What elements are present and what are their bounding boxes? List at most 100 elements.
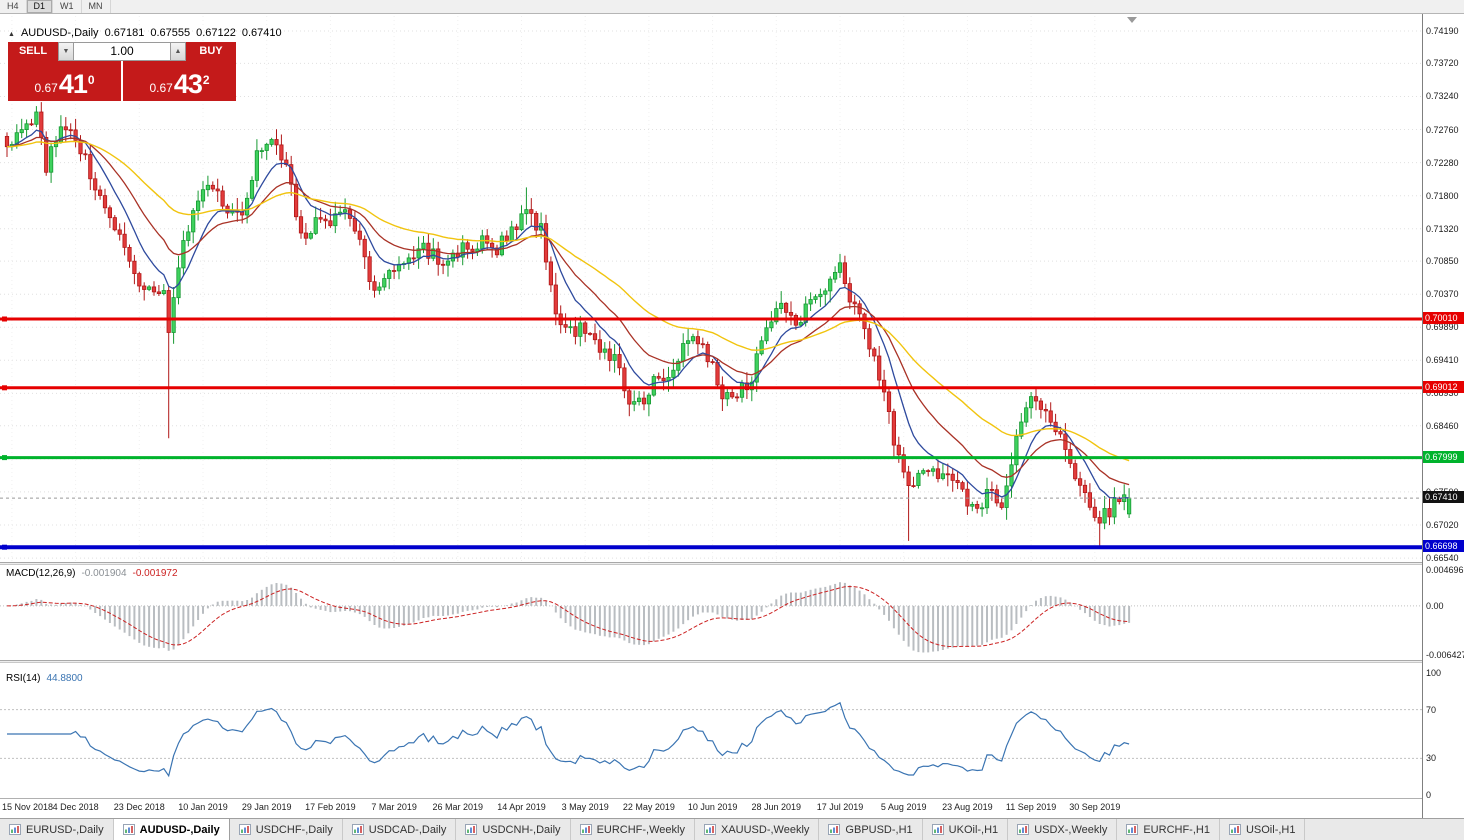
chart-plot-area[interactable]: 15 Nov 2018 4 Dec 2018 23 Dec 2018 10 Jan 2… <box>0 14 1422 818</box>
chart-tab[interactable]: AUDUSD-,Daily <box>113 819 230 840</box>
chart-tab[interactable]: USDCNH-,Daily <box>456 819 571 840</box>
candle-up <box>146 286 152 290</box>
panel-splitter-rsi[interactable] <box>0 660 1422 663</box>
date-label: 26 Mar 2019 <box>432 802 484 812</box>
level-line-handle[interactable] <box>2 455 7 461</box>
candle-down <box>950 473 955 481</box>
candle-up <box>171 297 176 333</box>
tab-label: EURCHF-,H1 <box>1143 823 1210 836</box>
candle-down <box>891 411 897 446</box>
candle-up <box>205 184 210 191</box>
date-label: 22 May 2019 <box>622 802 675 812</box>
price-tick-label: 0.72280 <box>1426 157 1459 168</box>
candle-up <box>681 343 686 362</box>
price-tick-label: 0.74190 <box>1426 26 1459 36</box>
chart-tab[interactable]: USDCAD-,Daily <box>342 819 457 840</box>
chart-tab[interactable]: USDX-,Weekly <box>1008 819 1118 840</box>
main-price-chart[interactable] <box>0 16 1422 562</box>
chart-tab[interactable]: UKOil-,H1 <box>922 819 1009 840</box>
candle-up <box>186 231 191 241</box>
ohlc-open: 0.67181 <box>104 27 145 39</box>
rsi-line <box>7 701 1130 778</box>
chart-tab[interactable]: EURCHF-,Weekly <box>570 819 695 840</box>
period-toolbar: H4 D1 W1 MN <box>0 0 1464 14</box>
candle-down <box>627 390 632 405</box>
date-label: 11 Sep 2019 <box>1005 802 1057 812</box>
price-tick-label: 0.71320 <box>1426 223 1459 234</box>
candle-down <box>886 391 892 412</box>
candle-up <box>421 242 426 250</box>
period-button-w1[interactable]: W1 <box>53 0 82 13</box>
candle-up <box>382 278 387 288</box>
level-line-handle[interactable] <box>2 544 7 550</box>
candle-up <box>779 302 784 309</box>
one-click-collapse-icon[interactable]: ▲ <box>8 31 15 38</box>
macd-main-value: -0.001904 <box>81 568 127 579</box>
candle-down <box>607 348 612 361</box>
candle-up <box>49 146 54 173</box>
candle-up <box>269 139 274 145</box>
ask-price-pipette: 2 <box>202 73 210 87</box>
candle-down <box>911 485 916 488</box>
candle-down <box>715 361 720 386</box>
period-button-mn[interactable]: MN <box>82 0 111 13</box>
candle-down <box>142 285 147 290</box>
level-price-tag: 0.69012 <box>1423 380 1464 393</box>
level-line-handle[interactable] <box>2 385 7 391</box>
chart-tab[interactable]: EURUSD-,Daily <box>0 819 114 840</box>
candle-down <box>372 281 377 291</box>
bid-price-panel[interactable]: 0.67 41 0 <box>8 61 121 101</box>
panel-splitter-macd[interactable] <box>0 562 1422 565</box>
date-label: 17 Feb 2019 <box>305 802 356 812</box>
chart-icon <box>238 824 251 835</box>
candle-down <box>1082 484 1088 493</box>
candle-down <box>877 355 882 381</box>
candle-down <box>293 183 299 218</box>
candle-down <box>112 217 117 231</box>
candle-up <box>176 267 181 299</box>
macd-indicator-panel[interactable] <box>0 565 1422 660</box>
price-tick-label: 0.73240 <box>1426 91 1459 102</box>
candle-down <box>411 257 416 260</box>
candle-up <box>769 321 774 329</box>
candles-layer <box>4 102 1132 548</box>
candle-down <box>156 291 161 294</box>
sell-button[interactable]: SELL <box>8 42 58 61</box>
period-button-d1[interactable]: D1 <box>26 0 54 13</box>
candle-up <box>254 150 259 181</box>
period-button-h4[interactable]: H4 <box>0 0 27 13</box>
candle-down <box>1033 396 1039 402</box>
candle-up <box>749 381 754 391</box>
candle-up <box>264 143 269 151</box>
candle-down <box>132 260 137 274</box>
chart-tab[interactable]: USDCHF-,Daily <box>229 819 343 840</box>
candle-down <box>362 238 367 258</box>
price-axis[interactable]: 0.74190 0.73720 0.73240 0.72760 0.72280 0.718… <box>1422 14 1464 818</box>
chart-tab[interactable]: EURCHF-,H1 <box>1117 819 1220 840</box>
rsi-indicator-panel[interactable] <box>0 663 1422 798</box>
rsi-name: RSI(14) <box>6 673 41 684</box>
chart-tab[interactable]: GBPUSD-,H1 <box>819 819 923 840</box>
volume-increase-button[interactable]: ▲ <box>170 42 186 61</box>
candle-up <box>676 360 681 371</box>
candle-down <box>4 136 10 148</box>
candle-down <box>215 188 220 192</box>
candle-down <box>357 230 362 240</box>
chart-tab[interactable]: USOil-,H1 <box>1219 819 1306 840</box>
candle-up <box>632 401 637 405</box>
ma-fast-line <box>6 129 1130 500</box>
chart-shift-marker-icon[interactable] <box>1127 17 1137 23</box>
candle-down <box>44 137 49 173</box>
buy-button[interactable]: BUY <box>186 42 236 61</box>
candle-down <box>117 229 122 235</box>
ask-price-panel[interactable]: 0.67 43 2 <box>123 61 236 101</box>
level-line-handle[interactable] <box>2 316 7 322</box>
volume-decrease-button[interactable]: ▼ <box>58 42 74 61</box>
volume-input[interactable]: 1.00 <box>74 42 170 61</box>
candle-down <box>107 207 112 219</box>
chart-tab[interactable]: XAUUSD-,Weekly <box>694 819 820 840</box>
candle-down <box>592 333 598 341</box>
candle-down <box>1058 431 1063 435</box>
date-axis[interactable]: 15 Nov 2018 4 Dec 2018 23 Dec 2018 10 Jan 2… <box>0 798 1422 818</box>
candle-up <box>725 392 730 400</box>
